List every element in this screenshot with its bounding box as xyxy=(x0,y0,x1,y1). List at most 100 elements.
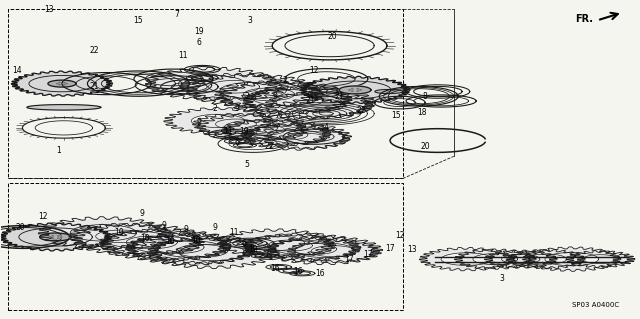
Text: 20: 20 xyxy=(420,142,430,151)
Polygon shape xyxy=(309,93,337,97)
Polygon shape xyxy=(155,238,269,267)
Text: 9: 9 xyxy=(139,209,144,218)
Polygon shape xyxy=(250,88,368,117)
Text: 9: 9 xyxy=(196,118,202,127)
Text: 11: 11 xyxy=(229,228,239,237)
Polygon shape xyxy=(106,231,198,254)
Polygon shape xyxy=(186,75,282,99)
Polygon shape xyxy=(27,105,100,110)
Polygon shape xyxy=(133,235,248,263)
Polygon shape xyxy=(221,83,317,106)
Polygon shape xyxy=(225,231,326,256)
Polygon shape xyxy=(490,251,551,267)
Polygon shape xyxy=(249,125,326,144)
Text: 15: 15 xyxy=(134,16,143,25)
Polygon shape xyxy=(195,76,312,105)
Text: 12: 12 xyxy=(309,66,318,76)
Text: 21: 21 xyxy=(89,82,99,91)
Polygon shape xyxy=(425,249,508,269)
Text: 3: 3 xyxy=(248,16,252,25)
Polygon shape xyxy=(0,223,111,251)
Text: 18: 18 xyxy=(417,108,427,117)
Polygon shape xyxy=(513,251,579,267)
Text: 6: 6 xyxy=(196,38,202,47)
Text: 20: 20 xyxy=(328,32,337,41)
Text: 9: 9 xyxy=(212,223,218,232)
Text: 12: 12 xyxy=(395,231,404,240)
Text: 16: 16 xyxy=(271,264,280,273)
Polygon shape xyxy=(227,83,344,112)
Text: 10: 10 xyxy=(166,237,175,246)
Text: 15: 15 xyxy=(392,111,401,120)
Text: 21: 21 xyxy=(306,97,315,106)
Polygon shape xyxy=(12,71,113,96)
Text: 21: 21 xyxy=(334,92,344,101)
Text: 20: 20 xyxy=(16,223,26,232)
Polygon shape xyxy=(529,249,615,270)
Polygon shape xyxy=(293,241,374,261)
Polygon shape xyxy=(229,121,324,145)
Polygon shape xyxy=(40,233,72,241)
Polygon shape xyxy=(249,125,345,149)
Polygon shape xyxy=(572,252,629,266)
Text: 13: 13 xyxy=(44,5,54,14)
Text: 4: 4 xyxy=(324,123,329,132)
Polygon shape xyxy=(250,88,346,112)
Polygon shape xyxy=(268,129,344,148)
Text: 22: 22 xyxy=(356,106,366,115)
Text: 9: 9 xyxy=(184,225,189,234)
Text: 11: 11 xyxy=(179,51,188,60)
Text: 12: 12 xyxy=(38,212,47,221)
Polygon shape xyxy=(227,121,303,140)
Text: 9: 9 xyxy=(273,92,278,101)
Polygon shape xyxy=(153,69,270,98)
Text: 13: 13 xyxy=(408,245,417,254)
Text: 19: 19 xyxy=(239,127,248,136)
Text: 17: 17 xyxy=(344,255,353,263)
Text: 9: 9 xyxy=(235,104,239,113)
Text: 22: 22 xyxy=(89,46,99,55)
Text: SP03 A0400C: SP03 A0400C xyxy=(572,302,620,308)
Polygon shape xyxy=(156,240,248,262)
Text: 19: 19 xyxy=(248,245,258,254)
Text: 16: 16 xyxy=(293,267,303,276)
Polygon shape xyxy=(108,231,223,259)
Polygon shape xyxy=(80,225,195,254)
Polygon shape xyxy=(132,236,225,258)
Text: 22: 22 xyxy=(264,142,274,151)
Polygon shape xyxy=(170,109,266,133)
Text: 1: 1 xyxy=(56,145,61,154)
Text: 2: 2 xyxy=(283,76,287,85)
Polygon shape xyxy=(274,239,355,259)
Text: 2: 2 xyxy=(212,104,217,113)
Polygon shape xyxy=(339,86,371,94)
Text: 10: 10 xyxy=(115,228,124,237)
Polygon shape xyxy=(76,225,167,248)
Polygon shape xyxy=(204,115,299,139)
Text: 10: 10 xyxy=(140,234,150,243)
Polygon shape xyxy=(460,250,531,268)
Text: 17: 17 xyxy=(385,244,395,253)
Text: 10: 10 xyxy=(191,236,200,245)
Polygon shape xyxy=(48,80,76,87)
Text: 14: 14 xyxy=(13,66,22,76)
Text: 6: 6 xyxy=(235,137,239,147)
Polygon shape xyxy=(46,219,161,247)
Polygon shape xyxy=(300,76,410,103)
Text: 17: 17 xyxy=(363,250,372,259)
Text: 2: 2 xyxy=(244,92,249,101)
Polygon shape xyxy=(198,115,274,134)
Text: 19: 19 xyxy=(194,27,204,36)
Polygon shape xyxy=(375,89,403,93)
Text: 5: 5 xyxy=(244,160,249,169)
Text: 6: 6 xyxy=(241,239,246,248)
Polygon shape xyxy=(250,235,330,256)
Text: 16: 16 xyxy=(315,269,325,278)
Text: 11: 11 xyxy=(223,127,232,136)
Text: 3: 3 xyxy=(499,274,504,283)
Text: FR.: FR. xyxy=(575,14,593,24)
Text: 8: 8 xyxy=(423,92,428,101)
Text: 9: 9 xyxy=(161,221,166,230)
Text: 7: 7 xyxy=(174,10,179,19)
Polygon shape xyxy=(252,235,354,260)
